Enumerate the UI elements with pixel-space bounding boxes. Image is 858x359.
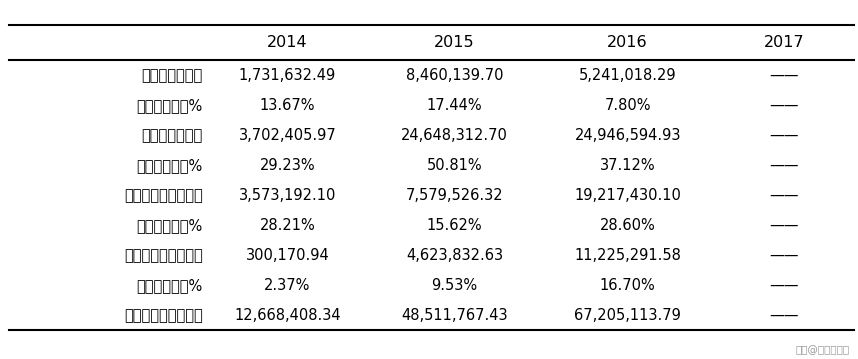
- Text: ——: ——: [770, 98, 799, 113]
- Text: ——: ——: [770, 128, 799, 143]
- Text: ——: ——: [770, 308, 799, 323]
- Text: 吉祥文化系列（元）: 吉祥文化系列（元）: [124, 248, 202, 263]
- Text: ——: ——: [770, 188, 799, 203]
- Text: 9.53%: 9.53%: [432, 278, 477, 293]
- Text: 17.44%: 17.44%: [426, 98, 482, 113]
- Text: 8,460,139.70: 8,460,139.70: [406, 68, 503, 83]
- Text: 300,170.94: 300,170.94: [245, 248, 329, 263]
- Text: 4,623,832.63: 4,623,832.63: [406, 248, 503, 263]
- Text: 占主营收比例%: 占主营收比例%: [136, 278, 202, 293]
- Text: 29.23%: 29.23%: [260, 158, 315, 173]
- Text: 24,648,312.70: 24,648,312.70: [401, 128, 508, 143]
- Text: 主营业务收入（元）: 主营业务收入（元）: [124, 308, 202, 323]
- Text: 占主营收比例%: 占主营收比例%: [136, 98, 202, 113]
- Text: 经典配方系列（元）: 经典配方系列（元）: [124, 188, 202, 203]
- Text: 7,579,526.32: 7,579,526.32: [406, 188, 503, 203]
- Text: 明星系列（元）: 明星系列（元）: [142, 68, 202, 83]
- Text: 67,205,113.79: 67,205,113.79: [574, 308, 681, 323]
- Text: 24,946,594.93: 24,946,594.93: [574, 128, 681, 143]
- Text: 19,217,430.10: 19,217,430.10: [574, 188, 681, 203]
- Text: 5,241,018.29: 5,241,018.29: [579, 68, 676, 83]
- Text: ——: ——: [770, 218, 799, 233]
- Text: 15.62%: 15.62%: [426, 218, 482, 233]
- Text: 占主营收比例%: 占主营收比例%: [136, 158, 202, 173]
- Text: 28.60%: 28.60%: [600, 218, 656, 233]
- Text: 2014: 2014: [267, 35, 308, 50]
- Text: ——: ——: [770, 68, 799, 83]
- Text: 50.81%: 50.81%: [426, 158, 482, 173]
- Text: ——: ——: [770, 278, 799, 293]
- Text: 3,573,192.10: 3,573,192.10: [239, 188, 336, 203]
- Text: 16.70%: 16.70%: [600, 278, 656, 293]
- Text: 2015: 2015: [434, 35, 474, 50]
- Text: ——: ——: [770, 248, 799, 263]
- Text: 2.37%: 2.37%: [264, 278, 311, 293]
- Text: 2017: 2017: [764, 35, 804, 50]
- Text: 3,702,405.97: 3,702,405.97: [239, 128, 336, 143]
- Text: 28.21%: 28.21%: [260, 218, 316, 233]
- Text: 名山系列（元）: 名山系列（元）: [142, 128, 202, 143]
- Text: 12,668,408.34: 12,668,408.34: [234, 308, 341, 323]
- Text: 头条@茶界小学生: 头条@茶界小学生: [795, 345, 849, 355]
- Text: 2016: 2016: [607, 35, 648, 50]
- Text: 48,511,767.43: 48,511,767.43: [401, 308, 508, 323]
- Text: 11,225,291.58: 11,225,291.58: [574, 248, 681, 263]
- Text: 占主营收比例%: 占主营收比例%: [136, 218, 202, 233]
- Text: 1,731,632.49: 1,731,632.49: [239, 68, 336, 83]
- Text: 37.12%: 37.12%: [600, 158, 656, 173]
- Text: 7.80%: 7.80%: [604, 98, 651, 113]
- Text: ——: ——: [770, 158, 799, 173]
- Text: 13.67%: 13.67%: [260, 98, 315, 113]
